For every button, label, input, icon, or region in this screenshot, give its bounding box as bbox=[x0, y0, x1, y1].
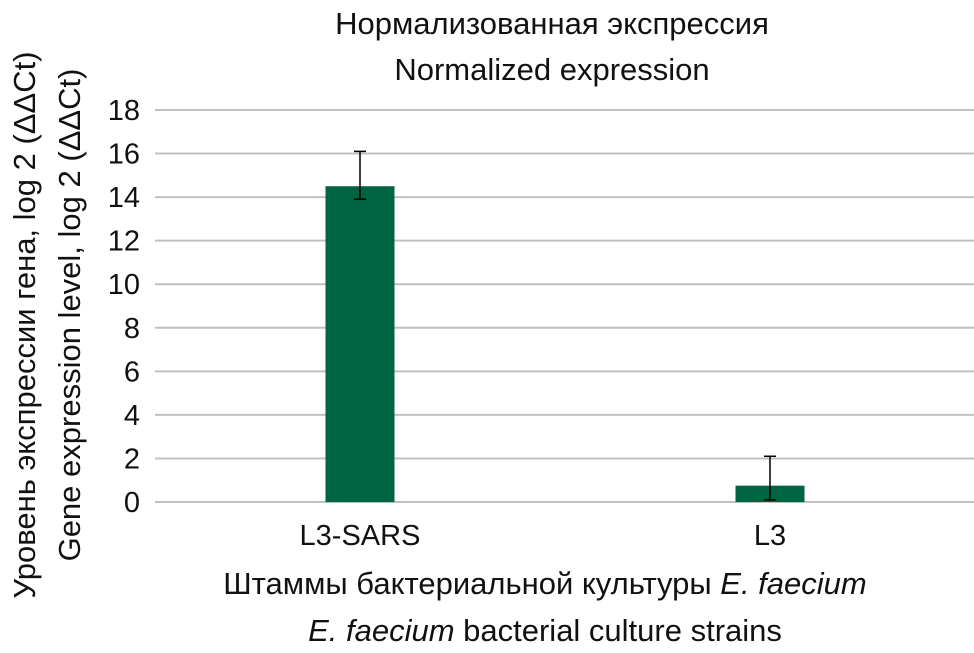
chart-title-ru: Нормализованная экспрессия bbox=[335, 6, 769, 41]
y-tick-label: 14 bbox=[108, 182, 140, 214]
y-tick-label: 4 bbox=[124, 400, 140, 432]
y-tick-label: 12 bbox=[108, 226, 140, 258]
x-tick-label: L3 bbox=[754, 520, 786, 552]
y-tick-label: 6 bbox=[124, 356, 140, 388]
bar bbox=[325, 186, 395, 502]
y-tick-label: 0 bbox=[124, 487, 140, 519]
x-axis-title-en: E. faecium bacterial culture strains bbox=[308, 613, 782, 648]
y-tick-label: 16 bbox=[108, 139, 140, 171]
y-tick-label: 18 bbox=[108, 95, 140, 127]
x-axis-title-ru: Штаммы бактериальной культуры E. faecium bbox=[223, 566, 866, 601]
y-axis-title-en: Gene expression level, log 2 (ΔΔCt) bbox=[52, 69, 87, 562]
y-tick-label: 10 bbox=[108, 269, 140, 301]
y-axis-title-ru: Уровень экспрессии гена, log 2 (ΔΔCt) bbox=[7, 51, 42, 598]
chart-title-en: Normalized expression bbox=[394, 52, 709, 87]
y-tick-label: 8 bbox=[124, 313, 140, 345]
y-tick-label: 2 bbox=[124, 443, 140, 475]
x-tick-label: L3-SARS bbox=[300, 520, 421, 552]
